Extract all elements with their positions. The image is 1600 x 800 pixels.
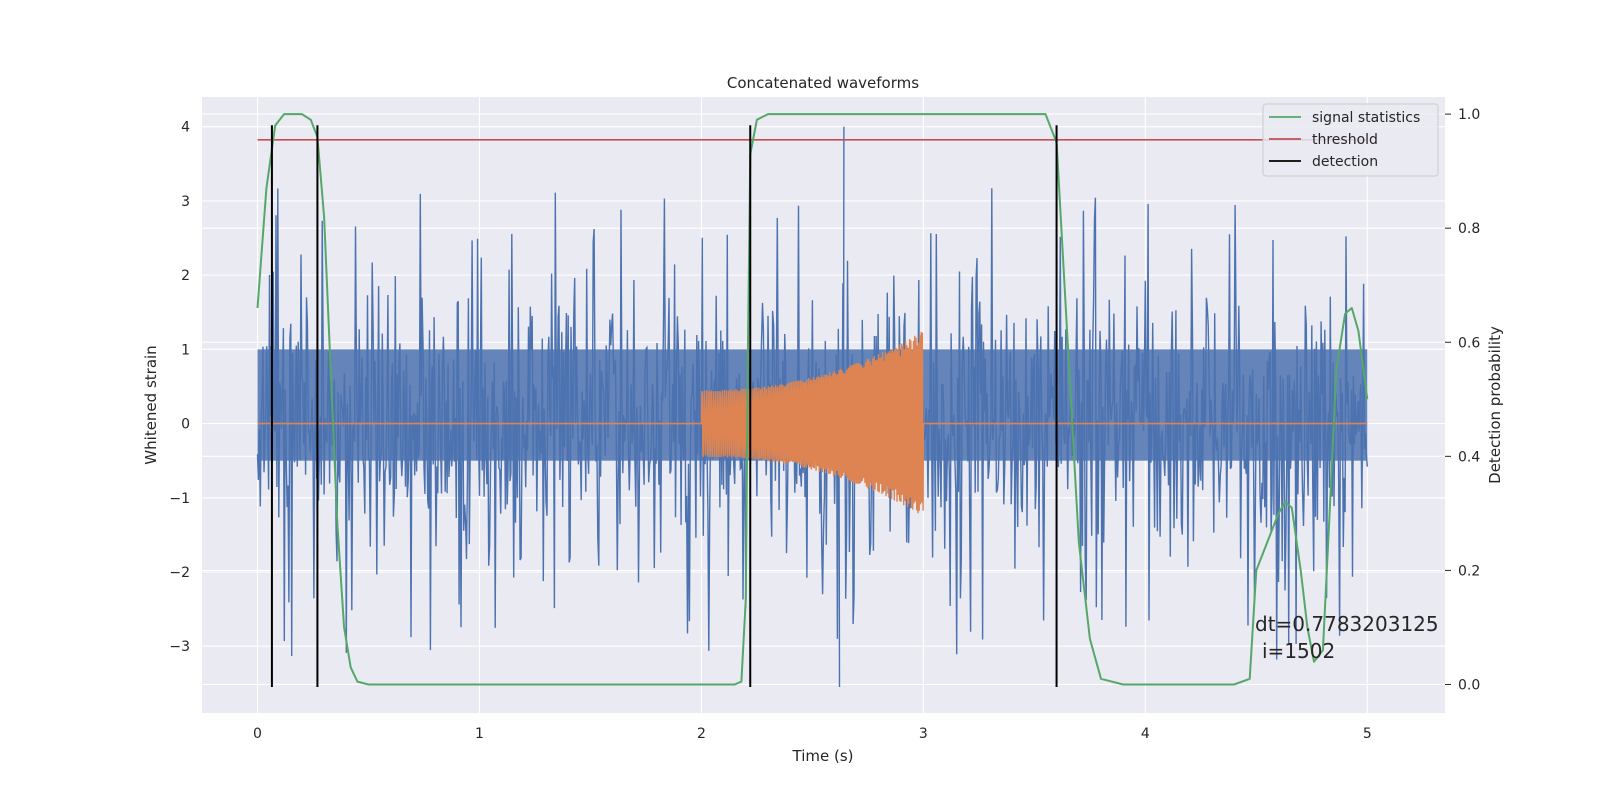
y-tick-label: 3 bbox=[181, 194, 190, 210]
injected-waveform-series bbox=[257, 332, 1368, 514]
y-axis-label: Whitened strain bbox=[142, 345, 160, 464]
x-tick-label: 2 bbox=[697, 726, 706, 742]
y-right-tick-label: 0.0 bbox=[1458, 677, 1480, 693]
y-right-tick-label: 0.8 bbox=[1458, 221, 1480, 237]
detection-series bbox=[270, 125, 1058, 688]
y-right-axis-ticks: 0.0 0.2 0.4 0.6 0.8 1.0 bbox=[1445, 107, 1480, 693]
y-tick-label: −2 bbox=[169, 565, 190, 581]
y-right-axis-label: Detection probability bbox=[1486, 326, 1504, 484]
x-axis-ticks: 0 1 2 3 4 5 bbox=[253, 726, 1372, 742]
annotation-index: i=1502 bbox=[1262, 639, 1335, 663]
y-tick-label: 1 bbox=[181, 342, 190, 358]
injected-chirp bbox=[700, 332, 925, 514]
legend-label-threshold: threshold bbox=[1312, 132, 1378, 148]
y-right-tick-label: 0.4 bbox=[1458, 449, 1480, 465]
x-tick-label: 5 bbox=[1363, 726, 1372, 742]
y-axis-ticks: −3 −2 −1 0 1 2 3 4 bbox=[169, 120, 190, 656]
annotation-dt: dt=0.7783203125 bbox=[1255, 612, 1439, 636]
y-right-tick-label: 0.6 bbox=[1458, 335, 1480, 351]
x-tick-label: 1 bbox=[475, 726, 484, 742]
y-tick-label: −3 bbox=[169, 639, 190, 655]
signal-statistics-series bbox=[256, 113, 1369, 686]
x-tick-label: 4 bbox=[1141, 726, 1150, 742]
y-right-tick-label: 0.2 bbox=[1458, 563, 1480, 579]
x-axis-label: Time (s) bbox=[792, 747, 854, 765]
y-right-tick-label: 1.0 bbox=[1458, 107, 1480, 123]
y-tick-label: −1 bbox=[169, 491, 190, 507]
y-tick-label: 2 bbox=[181, 268, 190, 284]
legend: signal statistics threshold detection bbox=[1262, 103, 1439, 177]
chart-title: Concatenated waveforms bbox=[727, 74, 919, 92]
y-tick-label: 0 bbox=[181, 417, 190, 433]
signal-statistics-line bbox=[256, 113, 1369, 686]
legend-label-signal-statistics: signal statistics bbox=[1312, 110, 1420, 126]
y-tick-label: 4 bbox=[181, 120, 190, 136]
legend-label-detection: detection bbox=[1312, 154, 1378, 170]
legend-box bbox=[1262, 103, 1439, 177]
x-tick-label: 3 bbox=[919, 726, 928, 742]
x-tick-label: 0 bbox=[253, 726, 262, 742]
